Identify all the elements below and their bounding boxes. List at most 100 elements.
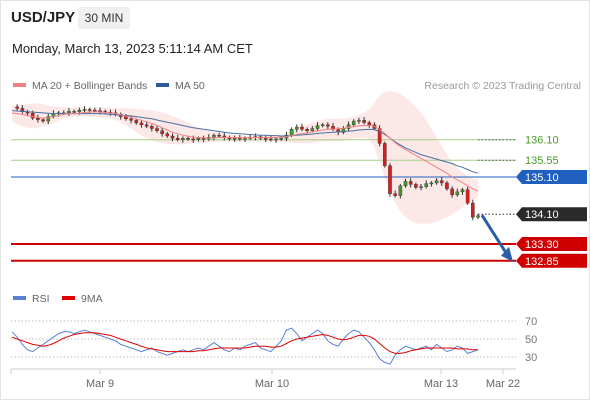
x-tick-Mar-22: Mar 22 [486,378,520,390]
candle-body [450,188,454,196]
candle-body [388,165,392,194]
candle-body [408,181,413,185]
candle-body [419,186,423,188]
candle-body [15,106,19,109]
candle-body [274,138,278,141]
research-credit: Research © 2023 Trading Central [424,80,581,92]
x-tick-Mar-9: Mar 9 [86,378,114,390]
candle-body [403,181,408,187]
rsi-tick-50: 50 [525,334,537,346]
candle-body [289,129,294,136]
legend-9ma: 9MA [62,293,103,305]
legend-ma20: MA 20 + Bollinger Bands [13,80,147,92]
candle-body [300,126,304,130]
candle-body [149,126,154,129]
candle-body [398,185,403,196]
candle-body [217,135,221,137]
level-label-136.10: 136.10 [525,135,559,147]
candle-body [424,183,429,187]
candle-body [232,138,237,140]
candle-body [445,182,449,190]
candle-body [186,138,190,140]
candle-body [212,135,216,138]
legend-ma50-label: MA 50 [175,80,205,92]
level-label-133.30: 133.30 [525,239,559,251]
ma20-line [11,111,479,192]
candle-body [160,130,164,134]
level-tag-135.10 [516,169,587,184]
level-tag-133.30 [516,237,587,252]
candle-body [67,111,71,114]
level-label-132.85: 132.85 [525,256,559,268]
candle-body [46,116,51,122]
candle-body [196,138,201,140]
candle-body [238,138,242,140]
candle-body [77,110,82,112]
candle-body [279,138,284,140]
current-price-label: 134.10 [525,209,559,221]
candle-body [476,215,480,218]
forecast-arrow-head-icon [501,246,513,262]
candle-body [439,180,444,184]
bollinger-band-area [12,91,478,224]
candle-body [351,120,356,126]
candle-body [460,189,465,193]
candle-body [315,125,320,129]
candle-body [36,117,40,120]
candle-body [455,191,460,196]
rsi-swatch-icon [13,296,26,301]
candle-body [98,110,102,112]
candle-body [367,122,372,126]
candle-body [383,143,387,166]
legend-ma50: MA 50 [156,80,205,92]
candle-body [310,128,315,131]
candle-body [414,184,418,188]
legend-rsi-label: RSI [32,293,50,305]
ma50-line [11,110,479,174]
candle-body [377,128,382,144]
candle-body [429,182,434,185]
candle-body [30,113,35,119]
candle-body [294,126,299,130]
9ma-swatch-icon [62,296,75,301]
ma50-swatch-icon [156,83,169,88]
candle-body [471,202,475,218]
candle-body [362,120,366,123]
ma20-swatch-icon [13,83,26,88]
rsi-tick-30: 30 [525,352,537,364]
candle-body [326,124,330,127]
rsi-ma-line [11,332,478,354]
legend-ma20-label: MA 20 + Bollinger Bands [32,80,148,92]
candle-body [263,138,268,140]
legend-rsi: RSI [13,293,50,305]
candle-body [134,120,139,124]
candle-body [93,110,97,112]
level-label-135.10: 135.10 [525,172,559,184]
candle-body [175,138,180,140]
candle-body [393,193,397,196]
candle-body [72,111,76,113]
candle-body [155,128,159,131]
level-label-135.55: 135.55 [525,155,559,167]
candle-body [41,119,45,122]
timeframe-button[interactable]: 30 MIN [78,7,130,29]
datetime-label: Monday, March 13, 2023 5:11:14 AM CET [12,41,253,56]
candle-body [170,135,175,139]
candle-body [346,124,351,129]
candle-body [357,120,361,122]
candle-body [243,138,247,140]
candle-body [269,138,273,141]
rsi-line [11,327,479,365]
candle-body [144,124,149,127]
x-tick-Mar-10: Mar 10 [255,378,289,390]
candle-body [320,124,325,127]
symbol-title: USD/JPY [11,9,76,26]
x-tick-Mar-13: Mar 13 [424,378,458,390]
candle-body [87,109,92,111]
candle-body [82,109,87,111]
current-price-tag [516,207,587,222]
legend-9ma-label: 9MA [81,293,103,305]
candle-body [305,129,309,131]
rsi-tick-70: 70 [525,316,537,328]
